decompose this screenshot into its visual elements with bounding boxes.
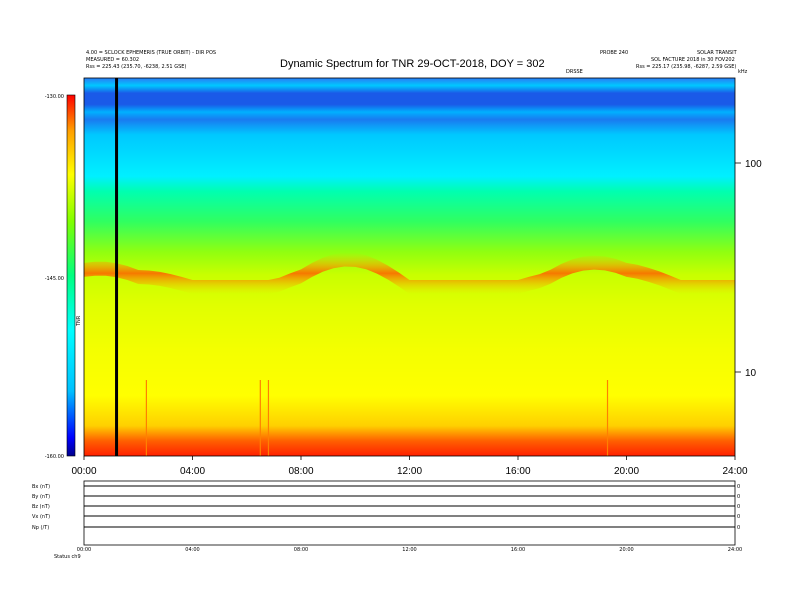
x-axis: 00:00 04:00 08:00 12:00 16:00 20:00 24:00: [71, 456, 748, 477]
vertical-spikes: [145, 380, 609, 456]
header-left-line-3: Rss = 225.43 (235.70, -6238, 2.51 GSE): [86, 64, 187, 70]
colorbar-rect: [66, 94, 76, 457]
x-tick-label-2: 08:00: [288, 466, 313, 477]
header-left-line-2: MEASURED = 60.302: [86, 57, 140, 63]
colorbar-label: TNR: [76, 315, 82, 327]
x-tick-label-5: 20:00: [614, 466, 639, 477]
chart-title: Dynamic Spectrum for TNR 29-OCT-2018, DO…: [280, 58, 545, 70]
bottom-panel-value-1: 0: [737, 494, 740, 500]
colorbar-tick-label-0: -130.00: [45, 94, 64, 100]
bottom-x-tick-label-2: 08:00: [294, 547, 308, 553]
colorbar: [66, 94, 76, 457]
bottom-panel-label-1: By (nT): [32, 494, 50, 500]
top-marker-label: DRSSE: [566, 69, 583, 75]
x-tick-label-1: 04:00: [180, 466, 205, 477]
y-tick-label-1: 10: [745, 368, 757, 379]
bottom-panel-label-2: Bz (nT): [32, 504, 50, 510]
bottom-x-tick-label-4: 16:00: [511, 547, 525, 553]
bottom-panel-label-3: Vx (nT): [32, 514, 50, 520]
colorbar-axis: -130.00 -145.00 -160.00 TNR: [45, 94, 82, 460]
bottom-panel-value-3: 0: [737, 514, 740, 520]
spectrogram: [83, 77, 736, 457]
right-y-axis: 100 10: [735, 159, 762, 379]
bottom-panel-frame: [83, 480, 736, 546]
header-right-line-4: Rss = 225.17 (235.98, -6287, 2.59 GSE): [636, 64, 737, 70]
bottom-left-label: Status ch9: [54, 554, 81, 560]
bottom-x-tick-label-1: 04:00: [185, 547, 199, 553]
header-right-line-1: PROBE 240: [600, 50, 629, 56]
emission-band: [84, 252, 735, 294]
colorbar-tick-label-1: -145.00: [45, 276, 64, 282]
bottom-x-tick-label-3: 12:00: [402, 547, 416, 553]
bottom-panel-label-0: Bx (nT): [32, 484, 50, 490]
y-tick-label-0: 100: [745, 159, 762, 170]
x-tick-label-6: 24:00: [722, 466, 747, 477]
right-axis-unit: kHz: [738, 69, 748, 75]
bottom-x-tick-label-0: 00:00: [77, 547, 91, 553]
x-tick-label-3: 12:00: [397, 466, 422, 477]
bottom-panel-value-2: 0: [737, 504, 740, 510]
bottom-x-tick-label-5: 20:00: [619, 547, 633, 553]
x-tick-label-4: 16:00: [505, 466, 530, 477]
header-left-line-1: 4.00 = SCLOCK EPHEMERIS (TRUE ORBIT) - D…: [86, 50, 217, 56]
header-right-line-3: SOL FACTURE 2018 in 30 FOV202: [651, 57, 735, 63]
x-tick-label-0: 00:00: [71, 466, 96, 477]
bottom-panel-value-0: 0: [737, 484, 740, 490]
bottom-panel-label-4: Np (/T): [32, 525, 49, 531]
bottom-panel-value-4: 0: [737, 525, 740, 531]
bottom-x-tick-label-6: 24:00: [728, 547, 742, 553]
header-right-line-2: SOLAR TRANSIT: [697, 50, 737, 56]
bottom-panels: Bx (nT) 0 By (nT) 0 Bz (nT) 0 Vx (nT) 0 Np (/T) 0…: [32, 480, 742, 560]
colorbar-tick-label-2: -160.00: [45, 454, 64, 460]
